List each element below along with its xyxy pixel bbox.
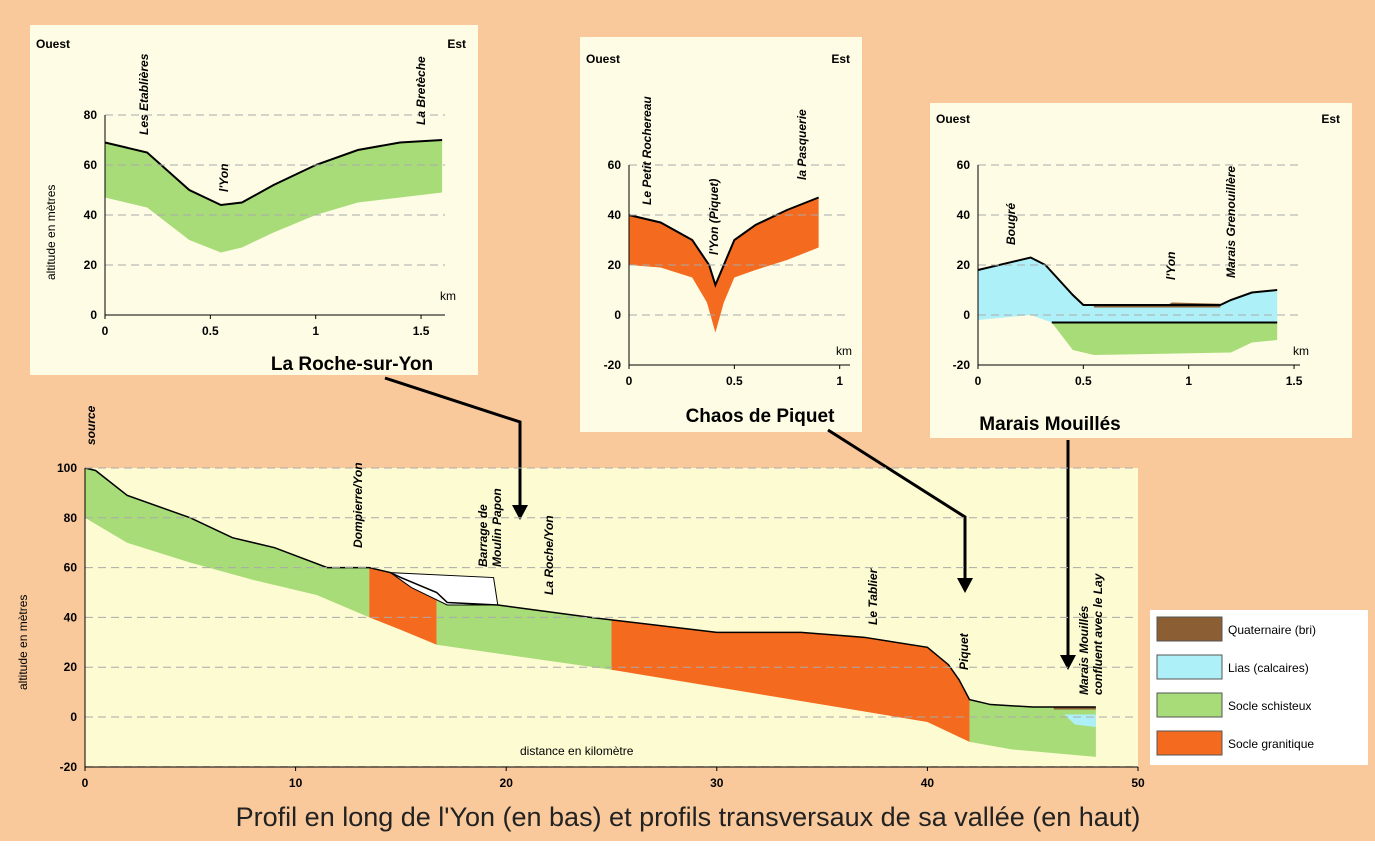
x-tick-label: 0 [82,776,89,790]
panel-2 [580,37,862,432]
legend-swatch [1157,693,1222,717]
y-tick-label: 20 [608,258,622,272]
east-label: Est [1321,112,1340,126]
y-tick-label: -20 [60,760,78,774]
east-label: Est [447,37,466,51]
panel-name: Chaos de Piquet [686,406,836,427]
y-tick-label: 40 [957,208,971,222]
legend-label: Lias (calcaires) [1228,661,1309,675]
place-label: Marais Grenouillère [1224,166,1238,278]
y-tick-label: -20 [953,358,971,372]
place-label: l'Yon [1164,252,1178,280]
place-label: Barrage de [476,504,490,567]
y-tick-label: 20 [64,660,78,674]
x-tick-label: 20 [500,776,514,790]
y-tick-label: 60 [608,158,622,172]
east-label: Est [831,52,850,66]
legend-swatch [1157,655,1222,679]
place-label: l'Yon (Piquet) [707,179,721,255]
y-tick-label: 40 [84,208,98,222]
y-tick-label: 0 [963,308,970,322]
x-tick-label: 0.5 [202,324,219,338]
y-tick-label: 0 [70,710,77,724]
legend-label: Socle schisteux [1228,699,1311,713]
x-tick-label: 0.5 [1075,374,1092,388]
unit-label: km [836,344,852,358]
place-label: Moulin Papon [490,488,504,567]
y-tick-label: 60 [957,158,971,172]
west-label: Ouest [936,112,970,126]
y-tick-label: 20 [84,258,98,272]
x-tick-label: 0 [975,374,982,388]
place-label: l'Yon [217,164,231,192]
legend-label: Quaternaire (bri) [1228,623,1316,637]
y-tick-label: 100 [57,461,77,475]
y-tick-label: 0 [614,308,621,322]
y-tick-label: 0 [90,308,97,322]
y-tick-label: 20 [957,258,971,272]
x-tick-label: 50 [1131,776,1145,790]
x-tick-label: 1 [312,324,319,338]
place-label: La Bretèche [414,56,428,125]
place-label: La Roche/Yon [542,515,556,595]
west-label: Ouest [36,37,70,51]
place-label: la Pasquerie [795,109,809,180]
x-tick-label: 0.5 [726,374,743,388]
place-label: confluent avec le Lay [1091,572,1105,695]
place-label: Bougré [1004,203,1018,245]
x-axis-label: distance en kilomètre [520,744,634,758]
place-label: source [84,405,98,445]
x-tick-label: 30 [710,776,724,790]
x-tick-label: 40 [921,776,935,790]
place-label: Le Petit Rochereau [640,96,654,205]
x-tick-label: 0 [102,324,109,338]
place-label: Piquet [957,632,971,670]
y-tick-label: 80 [84,108,98,122]
x-tick-label: 1.5 [1286,374,1303,388]
unit-label: km [440,289,456,303]
place-label: Les Etablières [137,53,151,135]
y-tick-label: 40 [608,208,622,222]
y-tick-label: 40 [64,610,78,624]
unit-label: km [1293,344,1309,358]
x-tick-label: 0 [626,374,633,388]
panel-name: La Roche-sur-Yon [271,354,433,375]
place-label: Marais Mouillés [1077,605,1091,695]
y-tick-label: 60 [64,561,78,575]
legend-label: Socle granitique [1228,737,1314,751]
y-tick-label: -20 [604,358,622,372]
place-label: Dompierre/Yon [351,462,365,548]
y-tick-label: 60 [84,158,98,172]
west-label: Ouest [586,52,620,66]
x-tick-label: 1 [1185,374,1192,388]
place-label: Le Tablier [866,567,880,625]
panel-name: Marais Mouillés [979,414,1121,435]
diagram: Profil en long de l'Yon (en bas) et prof… [0,0,1375,841]
legend-swatch [1157,617,1222,641]
x-tick-label: 1.5 [413,324,430,338]
y-tick-label: 80 [64,511,78,525]
x-tick-label: 1 [836,374,843,388]
legend-swatch [1157,731,1222,755]
title: Profil en long de l'Yon (en bas) et prof… [236,802,1141,832]
y-axis-label: altitude en mètres [16,595,30,690]
x-tick-label: 10 [289,776,303,790]
y-axis-label: altitude en mètres [44,185,58,280]
